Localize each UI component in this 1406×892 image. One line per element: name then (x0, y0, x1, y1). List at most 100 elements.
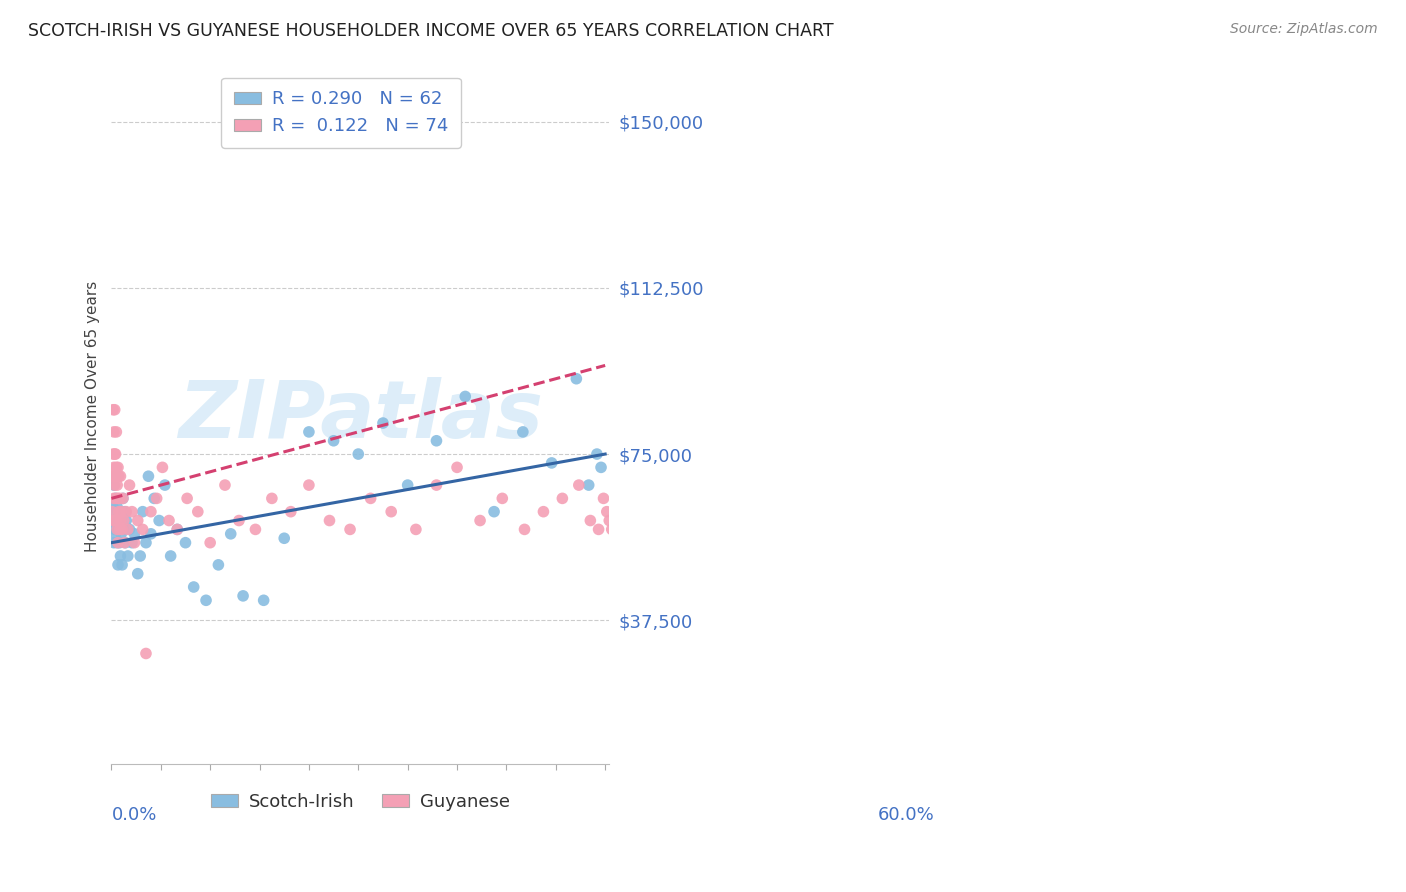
Point (114, 535, 136, 549)
Point (101, 505, 124, 519)
Point (105, 478, 128, 492)
Point (592, 491, 614, 506)
Point (101, 500, 124, 515)
Point (114, 535, 136, 549)
Text: SCOTCH-IRISH VS GUYANESE HOUSEHOLDER INCOME OVER 65 YEARS CORRELATION CHART: SCOTCH-IRISH VS GUYANESE HOUSEHOLDER INC… (28, 22, 834, 40)
Point (166, 522, 188, 536)
Point (103, 425, 125, 439)
Point (127, 566, 149, 581)
Point (101, 514, 124, 528)
Point (104, 514, 127, 528)
Point (596, 505, 619, 519)
Point (111, 491, 134, 506)
Point (183, 580, 205, 594)
Point (105, 460, 128, 475)
Point (105, 514, 128, 528)
Point (117, 522, 139, 536)
Point (148, 514, 170, 528)
Point (396, 478, 419, 492)
Point (187, 505, 209, 519)
Point (103, 478, 125, 492)
Point (111, 522, 134, 536)
Point (135, 535, 157, 549)
Point (425, 434, 447, 448)
Point (298, 425, 321, 439)
Point (139, 526, 162, 541)
Point (174, 535, 197, 549)
Point (600, 522, 623, 536)
Point (101, 447, 124, 461)
Point (253, 593, 276, 607)
Point (468, 514, 491, 528)
Legend: Scotch-Irish, Guyanese: Scotch-Irish, Guyanese (204, 786, 517, 818)
Point (108, 514, 131, 528)
Point (108, 522, 131, 536)
Y-axis label: Householder Income Over 65 years: Householder Income Over 65 years (86, 281, 100, 552)
Point (104, 447, 127, 461)
Point (586, 447, 609, 461)
Point (121, 535, 143, 549)
Point (107, 460, 129, 475)
Point (111, 491, 134, 506)
Point (425, 478, 447, 492)
Point (405, 522, 427, 536)
Point (166, 522, 188, 536)
Point (124, 526, 146, 541)
Point (107, 558, 129, 572)
Point (214, 478, 236, 492)
Point (105, 469, 128, 483)
Point (157, 514, 180, 528)
Point (512, 425, 534, 439)
Point (131, 505, 153, 519)
Point (110, 514, 132, 528)
Point (104, 505, 127, 519)
Point (579, 514, 602, 528)
Point (108, 505, 131, 519)
Point (108, 535, 131, 549)
Point (104, 526, 127, 541)
Point (298, 478, 321, 492)
Point (112, 514, 135, 528)
Point (589, 460, 612, 475)
Point (491, 491, 513, 506)
Point (103, 535, 125, 549)
Point (143, 491, 166, 506)
Point (104, 491, 127, 506)
Point (533, 505, 555, 519)
Point (273, 531, 295, 545)
Point (115, 505, 138, 519)
Point (139, 505, 162, 519)
Point (110, 549, 132, 563)
Point (108, 491, 131, 506)
Point (101, 402, 124, 417)
Point (124, 535, 146, 549)
Point (232, 589, 254, 603)
Text: 60.0%: 60.0% (877, 806, 935, 824)
Point (159, 549, 181, 563)
Point (198, 535, 221, 549)
Point (115, 514, 138, 528)
Point (568, 478, 591, 492)
Text: 0.0%: 0.0% (111, 806, 157, 824)
Point (104, 522, 127, 536)
Point (105, 535, 128, 549)
Point (138, 469, 160, 483)
Point (578, 478, 600, 492)
Point (114, 505, 136, 519)
Point (551, 491, 574, 506)
Point (482, 505, 505, 519)
Point (104, 478, 127, 492)
Point (446, 460, 468, 475)
Point (107, 522, 129, 536)
Point (105, 500, 128, 515)
Point (322, 434, 344, 448)
Point (135, 647, 157, 661)
Point (260, 491, 283, 506)
Point (207, 558, 229, 572)
Point (104, 447, 127, 461)
Point (131, 522, 153, 536)
Point (145, 491, 167, 506)
Point (105, 522, 128, 536)
Point (110, 526, 132, 541)
Text: Source: ZipAtlas.com: Source: ZipAtlas.com (1230, 22, 1378, 37)
